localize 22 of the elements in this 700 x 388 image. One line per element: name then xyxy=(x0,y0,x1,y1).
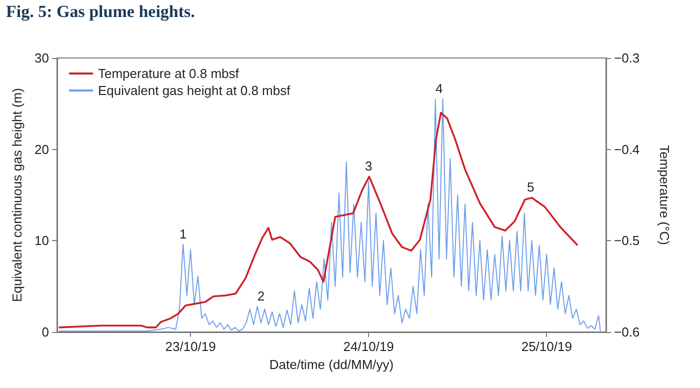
annotation: 1 xyxy=(180,226,187,242)
y-tick-label: 20 xyxy=(34,142,49,157)
legend-label: Equivalent gas height at 0.8 mbsf xyxy=(98,83,291,98)
y2-tick-label: −0.4 xyxy=(614,142,640,157)
annotation: 4 xyxy=(435,81,443,96)
annotation: 5 xyxy=(526,180,534,195)
legend-label: Temperature at 0.8 mbsf xyxy=(98,66,240,81)
y-tick-label: 0 xyxy=(42,324,49,340)
x-tick-label: 25/10/19 xyxy=(521,339,572,354)
y-tick-label: 10 xyxy=(34,233,49,248)
y2-tick-label: −0.3 xyxy=(614,50,640,66)
y-tick-label: 30 xyxy=(34,50,49,66)
x-axis-title: Date/time (dd/MM/yy) xyxy=(269,357,394,372)
y-axis-title: Equivalent continuous gas height (m) xyxy=(10,88,25,302)
x-tick-label: 23/10/19 xyxy=(165,339,216,354)
chart-title: Fig. 5: Gas plume heights. xyxy=(6,2,195,22)
annotation: 3 xyxy=(364,158,372,174)
y2-tick-label: −0.6 xyxy=(614,324,640,340)
y2-axis-title: Temperature (°C) xyxy=(657,145,672,245)
y2-tick-label: −0.5 xyxy=(614,233,640,248)
annotation: 2 xyxy=(257,288,265,304)
x-tick-label: 24/10/19 xyxy=(343,339,394,354)
